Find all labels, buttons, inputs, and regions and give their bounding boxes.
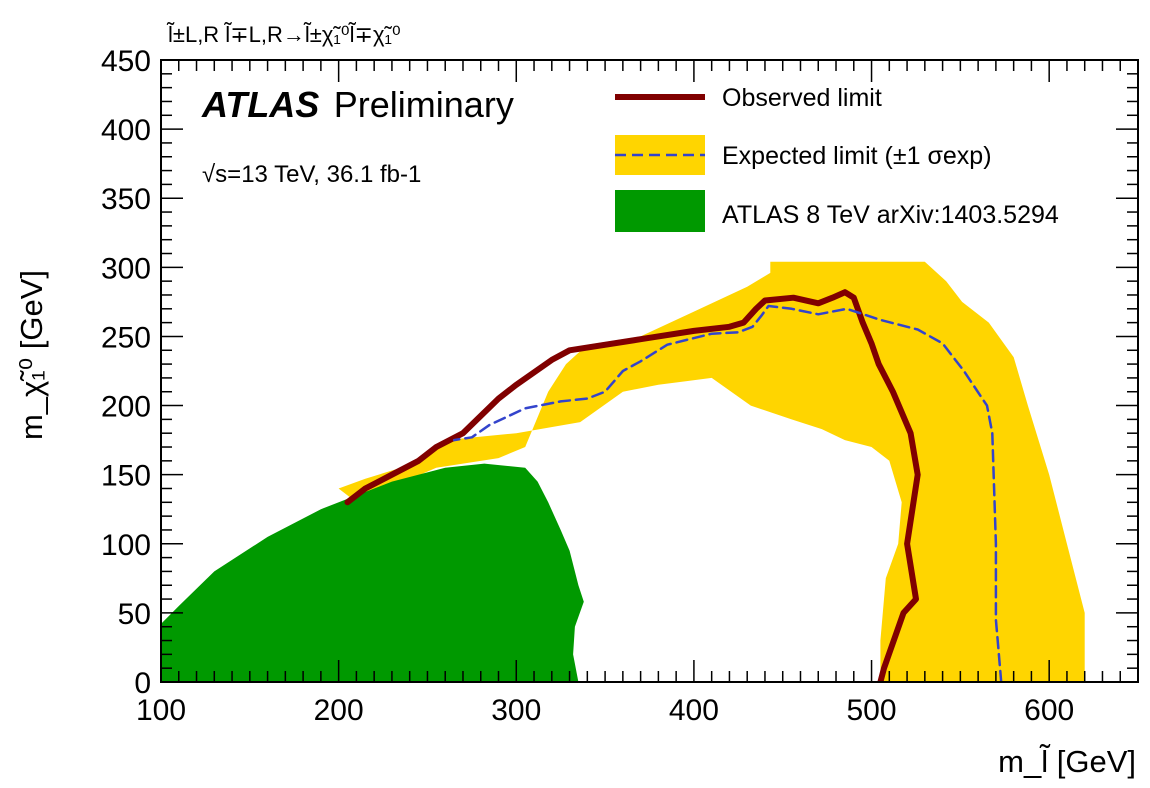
y-tick-label: 300 [101,252,151,285]
preliminary-label: Preliminary [334,84,514,125]
expected-limit-line [452,304,1003,682]
y-tick-label: 350 [101,183,151,216]
y-tick-labels: 0 50 100 150 200 250 300 350 400 450 [101,45,151,700]
experiment-status-label: ATLAS Preliminary [201,84,514,125]
x-tick-labels: 100 200 300 400 500 600 [136,694,1074,727]
legend-atlas8-label: ATLAS 8 TeV arXiv:1403.5294 [722,201,1059,229]
x-tick-label: 300 [491,694,541,727]
expected-band [338,261,1085,682]
x-tick-label: 100 [136,694,186,727]
y-axis-title: m_χ̃₁⁰ [GeV] [14,270,49,440]
x-tick-label: 400 [669,694,719,727]
x-tick-label: 600 [1024,694,1074,727]
x-axis-title: m_l̃ [GeV] [998,743,1136,779]
y-tick-label: 0 [134,667,151,700]
y-tick-label: 450 [101,45,151,78]
plot-area [161,261,1085,682]
y-tick-label: 100 [101,529,151,562]
x-tick-label: 500 [847,694,897,727]
y-tick-label: 400 [101,114,151,147]
fill-layer [161,261,1085,682]
energy-lumi-label: √s=13 TeV, 36.1 fb-1 [202,161,421,188]
y-tick-label: 250 [101,321,151,354]
atlas-label: ATLAS [201,84,319,125]
observed-limit-line [344,289,921,682]
line-layer [344,289,1003,682]
plot-frame [160,59,1139,683]
y-tick-label: 50 [118,598,151,631]
y-tick-label: 200 [101,391,151,424]
atlas8-excluded-region [161,463,584,682]
legend: Observed limit Expected limit (±1 σexp) … [615,84,1059,232]
legend-atlas8-swatch [615,190,705,232]
legend-expected-label: Expected limit (±1 σexp) [722,142,992,170]
process-label: l̃±L,R l̃∓L,R→l̃±χ̃₁⁰l̃∓χ̃₁⁰ [166,22,401,47]
axis-ticks [160,59,1139,683]
x-tick-label: 200 [314,694,364,727]
legend-observed-label: Observed limit [722,84,882,112]
y-tick-label: 150 [101,460,151,493]
